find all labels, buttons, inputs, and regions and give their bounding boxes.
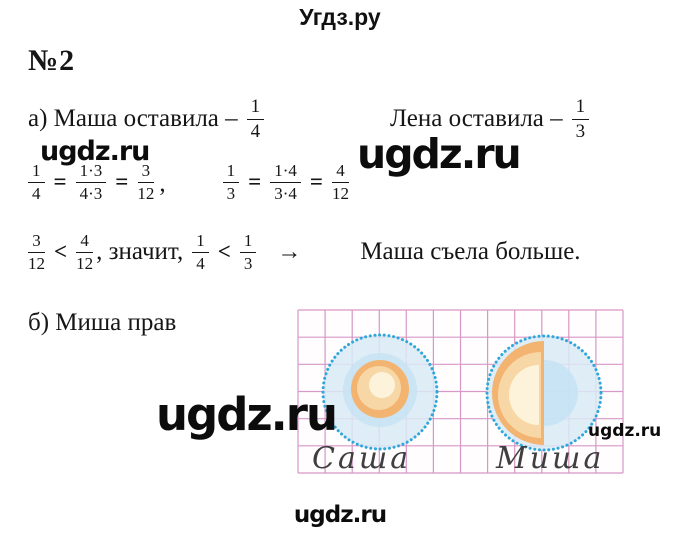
fraction-numerator: 1 [246, 97, 265, 120]
fraction-numerator: 1 [239, 232, 257, 253]
fraction-numerator: 4 [76, 232, 93, 253]
fraction-denominator: 3 [226, 183, 236, 203]
fraction-numerator: 1·4 [270, 162, 301, 183]
conclusion-text: Маша съела больше. [360, 238, 581, 266]
fraction-numerator: 4 [332, 162, 349, 183]
fraction: 1·3 4·3 [75, 162, 107, 203]
fraction-denominator: 12 [76, 253, 94, 273]
plates-drawing-svg: Саша Миша [297, 309, 624, 476]
watermark-over-drawing: ugdz.ru [156, 388, 338, 441]
equals-sign: = [309, 169, 324, 195]
problem-number: №2 [28, 44, 76, 77]
equals-sign: = [248, 169, 262, 195]
connector-text: , значит, [96, 238, 184, 266]
expansion-equations: 1 4 = 1·3 4·3 = 3 12 , 1 3 = 1·4 3·4 = 4… [28, 162, 349, 202]
fraction-denominator: 4 [32, 183, 41, 203]
sasha-label: Саша [312, 441, 411, 476]
fraction-denominator: 12 [137, 183, 155, 203]
fraction-denominator: 12 [28, 253, 45, 273]
fraction-numerator: 1 [222, 162, 240, 183]
watermark-footer: ugdz.ru [293, 502, 387, 528]
fraction-denominator: 3 [575, 120, 586, 142]
watermark-inline-large: ugdz.ru [357, 130, 522, 178]
fraction-denominator: 12 [332, 183, 350, 203]
fraction: 1·4 3·4 [270, 162, 301, 202]
plates-drawing: Саша Миша [297, 309, 624, 480]
comparison-line: 3 12 < 4 12 , значит, 1 4 < 1 3 → Маша с… [28, 232, 581, 272]
fraction: 1 4 [192, 232, 209, 272]
masha-statement: а) Маша оставила – 1 4 [28, 97, 265, 142]
lena-statement-text: Лена оставила – [390, 105, 563, 133]
fraction-denominator: 3·4 [274, 183, 297, 203]
watermark-inline-small: ugdz.ru [40, 136, 150, 167]
fraction: 3 12 [28, 232, 45, 272]
comma: , [159, 170, 166, 198]
misha-pancake-shadow [544, 360, 578, 426]
masha-fraction: 1 4 [246, 97, 265, 142]
fraction: 4 12 [332, 162, 349, 202]
fraction-numerator: 1 [28, 162, 45, 183]
misha-label: Миша [495, 441, 604, 476]
fraction-numerator: 3 [28, 232, 45, 253]
fraction: 4 12 [76, 232, 93, 272]
part-b-statement: б) Миша прав [28, 309, 176, 337]
misha-half-pancake-highlight [509, 365, 539, 425]
fraction-denominator: 4 [250, 120, 261, 142]
fraction: 1 3 [239, 232, 257, 273]
arrow-icon: → [277, 238, 302, 265]
fraction-numerator: 1 [192, 232, 209, 253]
part-b-text: б) Миша прав [28, 309, 177, 336]
less-than-sign: < [217, 239, 231, 265]
site-title: Угдз.ру [299, 4, 381, 30]
equals-sign: = [53, 169, 67, 195]
less-than-sign: < [54, 239, 68, 265]
fraction-numerator: 3 [137, 162, 155, 183]
fraction-denominator: 3 [243, 253, 253, 273]
fraction-numerator: 1 [571, 97, 590, 120]
masha-statement-text: а) Маша оставила – [28, 105, 238, 133]
fraction: 1 3 [222, 162, 240, 203]
fraction: 1 4 [28, 162, 45, 202]
fraction-denominator: 4 [196, 253, 205, 273]
lena-fraction: 1 3 [571, 97, 590, 142]
lena-statement: Лена оставила – 1 3 [390, 97, 590, 142]
fraction: 3 12 [137, 162, 154, 202]
fraction-numerator: 1·3 [75, 162, 107, 183]
sasha-pancake-highlight [369, 372, 395, 398]
fraction-denominator: 4·3 [79, 183, 103, 203]
equals-sign: = [115, 169, 129, 195]
watermark-drawing-corner: ugdz.ru [588, 421, 662, 441]
